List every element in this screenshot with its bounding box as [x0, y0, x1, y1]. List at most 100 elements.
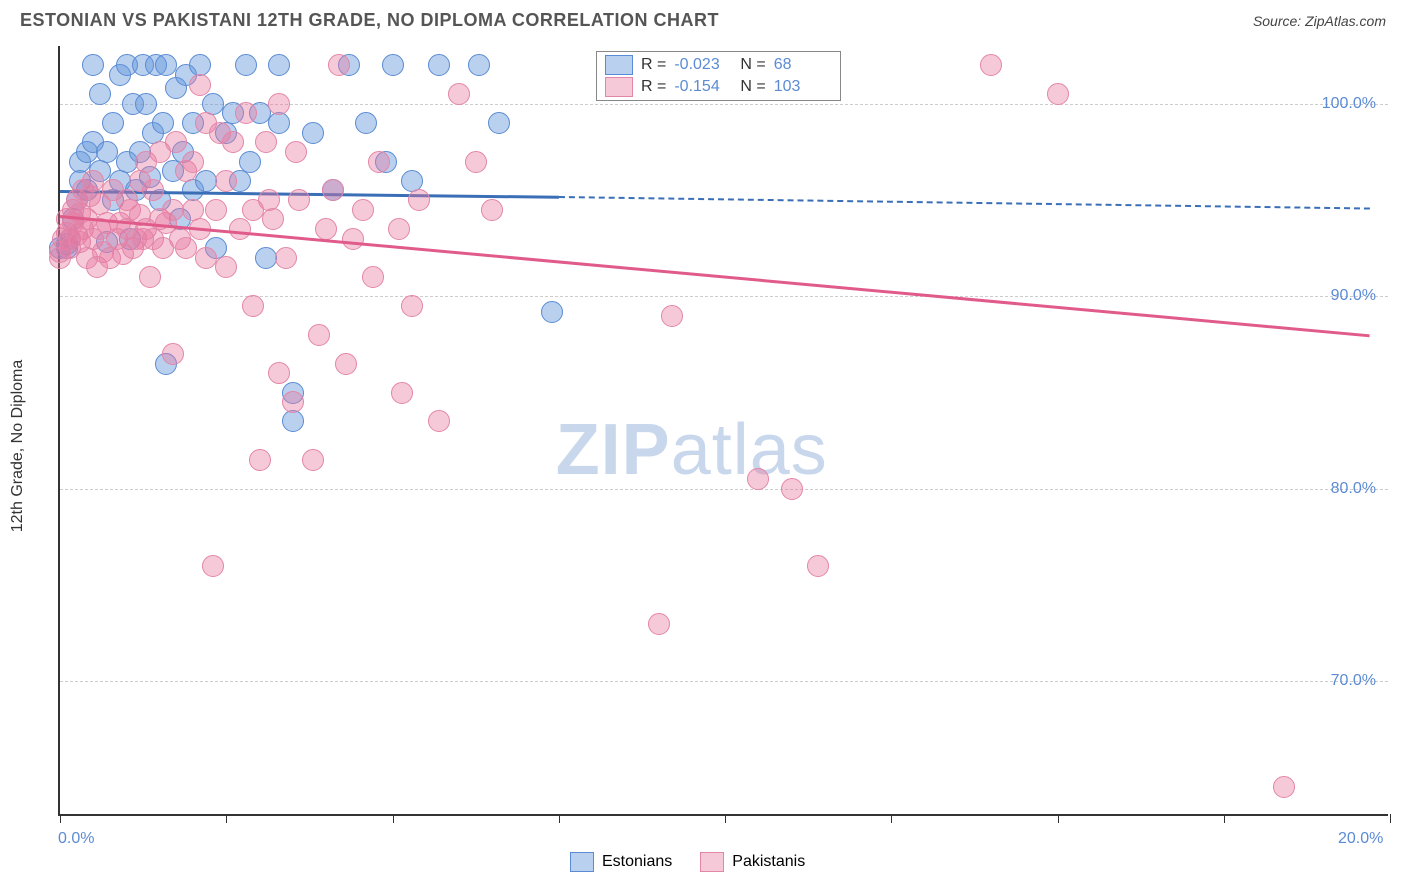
data-point-pakistanis: [139, 266, 161, 288]
data-point-pakistanis: [262, 208, 284, 230]
chart-title: ESTONIAN VS PAKISTANI 12TH GRADE, NO DIP…: [20, 10, 719, 31]
data-point-estonians: [268, 112, 290, 134]
data-point-pakistanis: [162, 343, 184, 365]
data-point-pakistanis: [235, 102, 257, 124]
data-point-pakistanis: [388, 218, 410, 240]
data-point-pakistanis: [268, 93, 290, 115]
stats-legend: R =-0.023N =68R =-0.154N =103: [596, 51, 841, 101]
data-point-estonians: [96, 141, 118, 163]
data-point-pakistanis: [328, 54, 350, 76]
data-point-pakistanis: [268, 362, 290, 384]
data-point-pakistanis: [162, 199, 184, 221]
data-point-pakistanis: [215, 256, 237, 278]
data-point-pakistanis: [1047, 83, 1069, 105]
legend-swatch: [570, 852, 594, 872]
x-tick: [891, 814, 892, 823]
x-label-min: 0.0%: [58, 830, 94, 848]
x-tick: [60, 814, 61, 823]
data-point-pakistanis: [781, 478, 803, 500]
stat-n-label: N =: [740, 78, 765, 96]
data-point-pakistanis: [215, 170, 237, 192]
y-tick-label: 80.0%: [1331, 480, 1376, 498]
data-point-pakistanis: [282, 391, 304, 413]
data-point-pakistanis: [255, 131, 277, 153]
data-point-pakistanis: [315, 218, 337, 240]
data-point-pakistanis: [202, 555, 224, 577]
data-point-estonians: [82, 54, 104, 76]
data-point-pakistanis: [428, 410, 450, 432]
gridline-h: [60, 489, 1388, 490]
data-point-estonians: [89, 83, 111, 105]
data-point-estonians: [255, 247, 277, 269]
data-point-estonians: [195, 170, 217, 192]
data-point-pakistanis: [368, 151, 390, 173]
y-axis-title: 12th Grade, No Diploma: [9, 360, 27, 533]
y-tick-label: 70.0%: [1331, 672, 1376, 690]
data-point-estonians: [428, 54, 450, 76]
legend-label: Pakistanis: [732, 853, 805, 870]
data-point-pakistanis: [352, 199, 374, 221]
data-point-pakistanis: [285, 141, 307, 163]
data-point-pakistanis: [980, 54, 1002, 76]
data-point-pakistanis: [275, 247, 297, 269]
source-credit: Source: ZipAtlas.com: [1253, 13, 1386, 29]
data-point-pakistanis: [391, 382, 413, 404]
data-point-pakistanis: [747, 468, 769, 490]
data-point-pakistanis: [165, 131, 187, 153]
x-tick: [725, 814, 726, 823]
data-point-estonians: [282, 410, 304, 432]
data-point-estonians: [235, 54, 257, 76]
legend-swatch: [700, 852, 724, 872]
data-point-pakistanis: [342, 228, 364, 250]
data-point-pakistanis: [288, 189, 310, 211]
x-tick: [559, 814, 560, 823]
data-point-estonians: [135, 93, 157, 115]
gridline-h: [60, 681, 1388, 682]
data-point-pakistanis: [448, 83, 470, 105]
data-point-estonians: [382, 54, 404, 76]
source-prefix: Source:: [1253, 13, 1305, 29]
trend-line: [60, 215, 1370, 337]
data-point-pakistanis: [481, 199, 503, 221]
stat-n-value: 68: [774, 56, 832, 74]
stat-r-label: R =: [641, 56, 666, 74]
data-point-pakistanis: [401, 295, 423, 317]
x-label-max: 20.0%: [1338, 830, 1383, 848]
data-point-estonians: [355, 112, 377, 134]
stats-row-estonians: R =-0.023N =68: [599, 54, 838, 76]
stat-r-label: R =: [641, 78, 666, 96]
x-tick: [1058, 814, 1059, 823]
x-tick: [1224, 814, 1225, 823]
data-point-pakistanis: [465, 151, 487, 173]
data-point-pakistanis: [308, 324, 330, 346]
data-point-pakistanis: [807, 555, 829, 577]
data-point-pakistanis: [1273, 776, 1295, 798]
data-point-pakistanis: [408, 189, 430, 211]
data-point-pakistanis: [242, 295, 264, 317]
y-tick-label: 90.0%: [1331, 287, 1376, 305]
legend-swatch: [605, 77, 633, 97]
data-point-pakistanis: [362, 266, 384, 288]
x-tick: [393, 814, 394, 823]
stat-n-label: N =: [740, 56, 765, 74]
stats-row-pakistanis: R =-0.154N =103: [599, 76, 838, 98]
legend-item-estonians: Estonians: [570, 852, 672, 872]
data-point-pakistanis: [322, 179, 344, 201]
data-point-pakistanis: [82, 170, 104, 192]
data-point-estonians: [302, 122, 324, 144]
data-point-estonians: [152, 112, 174, 134]
data-point-pakistanis: [205, 199, 227, 221]
stat-r-value: -0.154: [674, 78, 732, 96]
data-point-pakistanis: [182, 151, 204, 173]
trend-line: [559, 196, 1370, 210]
bottom-legend: Estonians Pakistanis: [570, 852, 805, 872]
data-point-pakistanis: [302, 449, 324, 471]
data-point-pakistanis: [229, 218, 251, 240]
data-point-pakistanis: [175, 237, 197, 259]
data-point-pakistanis: [189, 74, 211, 96]
data-point-estonians: [239, 151, 261, 173]
y-tick-label: 100.0%: [1322, 95, 1376, 113]
data-point-estonians: [268, 54, 290, 76]
legend-label: Estonians: [602, 853, 672, 870]
x-tick: [226, 814, 227, 823]
